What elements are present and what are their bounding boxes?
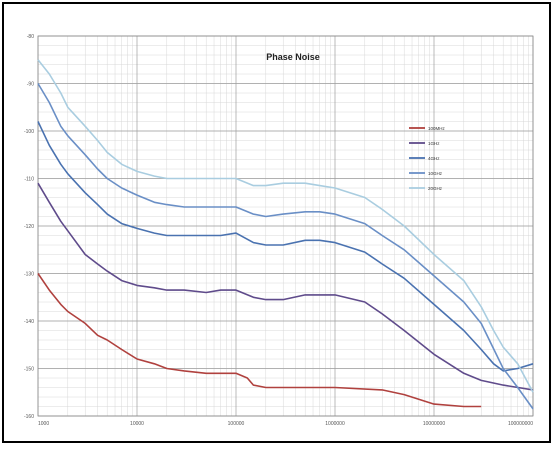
series-line-4GHz (37, 121, 534, 372)
x-tick-label: 10000 (130, 421, 144, 427)
series-line-100MHz (37, 273, 482, 408)
x-tick-label: 1000 (38, 421, 49, 427)
x-tick-labels: 1000 10000 100000 1000000 10000000 100000000 (38, 421, 533, 427)
y-tick-label: -160 (24, 414, 34, 420)
series-lines (37, 59, 534, 410)
legend-label: 100MHz (428, 126, 446, 131)
x-tick-label: 10000000 (423, 421, 445, 427)
y-tick-label: -130 (24, 272, 34, 278)
chart-title: Phase Noise (266, 52, 320, 62)
series-line-10GHz (37, 83, 534, 410)
phase-noise-chart: -80-90-100-110-120-130-140-150-160 1000 1… (4, 4, 549, 441)
chart-frame: -80 -90 -100 -110 -120 -130 -140 -150 -160 1000 1… (2, 2, 551, 443)
y-tick-label: -90 (27, 82, 34, 88)
y-tick-label: -100 (24, 129, 34, 135)
y-tick-label: -140 (24, 319, 34, 325)
y-tick-label: -120 (24, 224, 34, 230)
axes (37, 35, 534, 417)
x-tick-label: 100000000 (508, 421, 533, 427)
y-tick-label: -150 (24, 367, 34, 373)
series-line-20GHz (37, 59, 534, 393)
y-tick-labels: -80 -90 -100 -110 -120 -130 -140 -150 -160 (24, 34, 34, 420)
legend-label: 1GHz (428, 141, 440, 146)
x-tick-label: 100000 (228, 421, 245, 427)
y-tick-label: -110 (24, 177, 34, 183)
x-tick-label: 1000000 (325, 421, 345, 427)
series-line-1GHz (37, 182, 534, 391)
legend-label: 10GHz (428, 171, 443, 176)
plot-area-border (37, 35, 534, 417)
legend: 100MHz 1GHz 4GHz 10GHz 20GHz (409, 126, 446, 191)
y-tick-label: -80 (27, 34, 34, 40)
legend-label: 20GHz (428, 186, 443, 191)
legend-label: 4GHz (428, 156, 440, 161)
